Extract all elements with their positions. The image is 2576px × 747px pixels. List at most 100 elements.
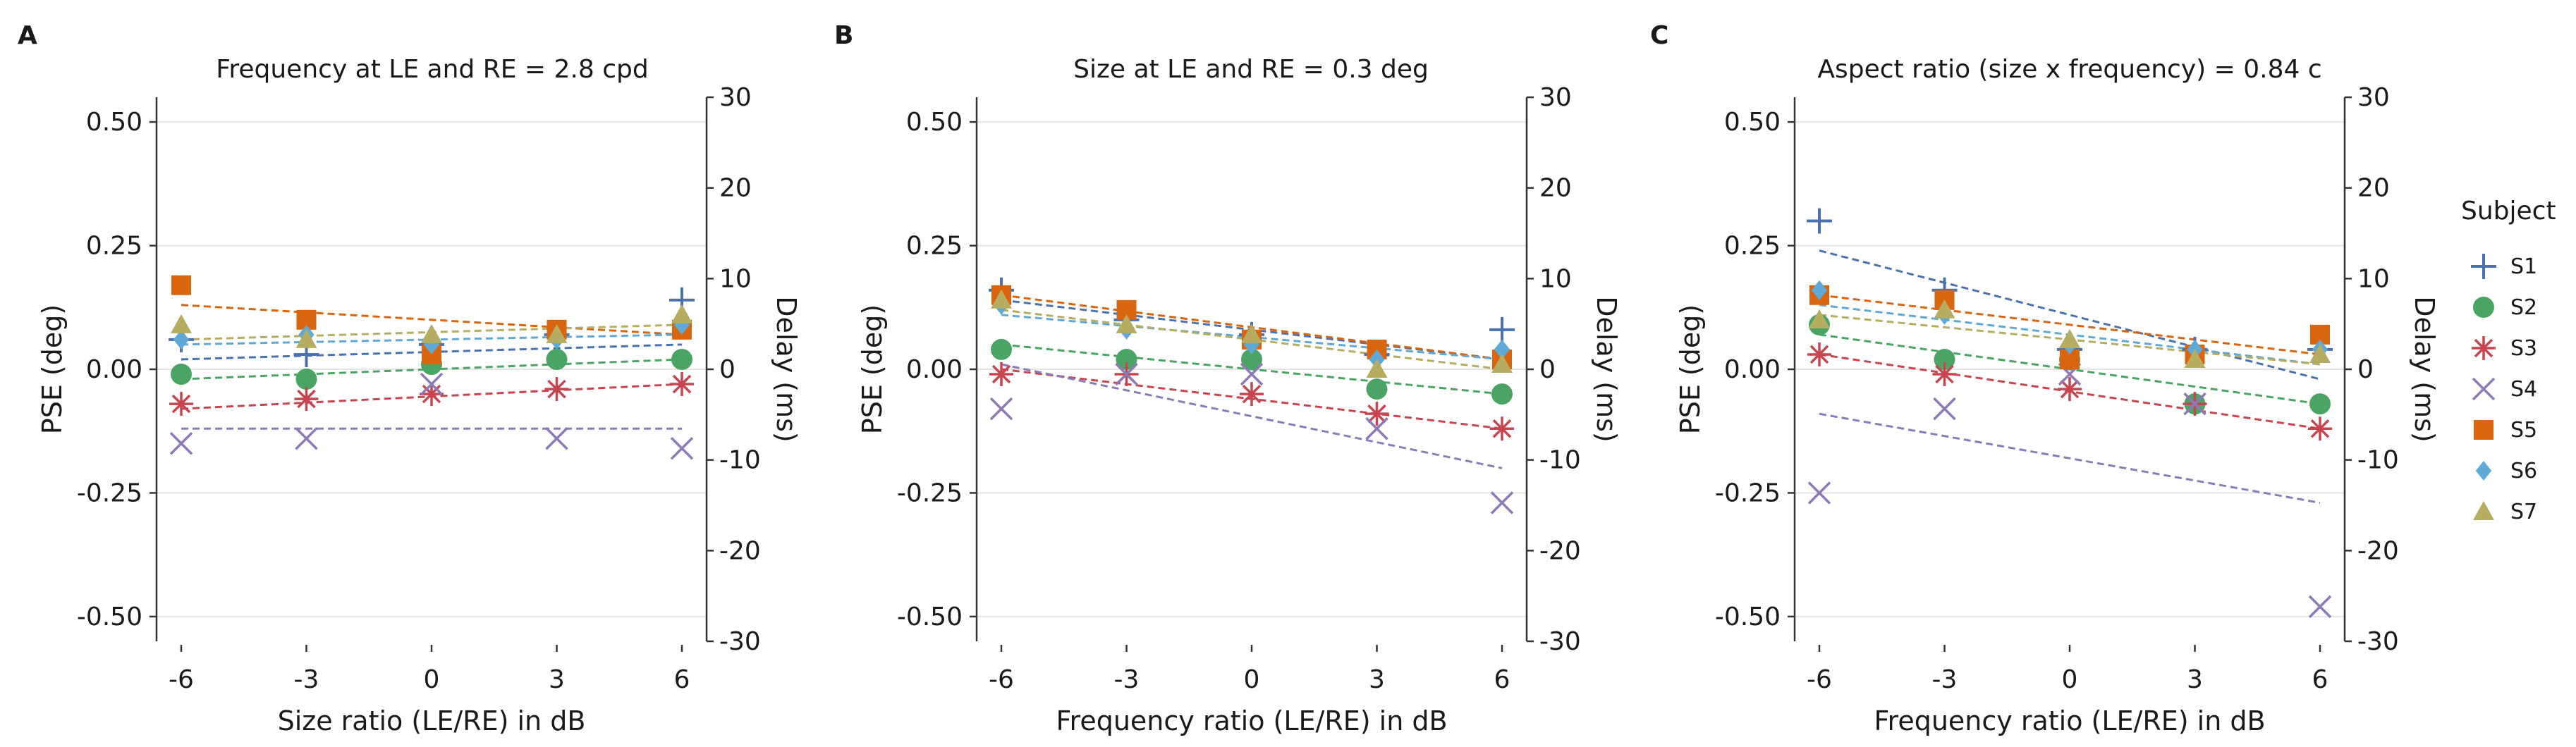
x-tick-label: 3: [549, 665, 565, 694]
panels: A Frequency at LE and RE = 2.8 cpd 0.50 0.2…: [18, 21, 2440, 736]
chart-panel-c: C Aspect ratio (size x frequency) = 0.84 …: [1650, 21, 2440, 736]
data-point-s1: [1807, 208, 1832, 234]
chart-title: Size at LE and RE = 0.3 deg: [1073, 55, 1429, 84]
data-point-s2: [171, 364, 192, 385]
y-tick-label: 0.00: [86, 355, 142, 384]
x-tick-label: -6: [169, 665, 194, 694]
x-tick-label: -6: [1807, 665, 1832, 694]
y-tick-label: -0.25: [1715, 479, 1781, 507]
data-point-s6: [1811, 280, 1828, 300]
data-point-s7: [2059, 328, 2080, 348]
data-point-s7: [421, 323, 442, 343]
data-point-s4: [1933, 397, 1956, 421]
data-point-s3: [989, 362, 1013, 387]
y2-tick-label: 30: [719, 83, 752, 112]
y2-tick-label: 10: [719, 264, 752, 293]
data-point-s2: [295, 369, 317, 390]
data-point-s4: [989, 397, 1013, 421]
data-point-s4: [169, 432, 193, 455]
data-point-s3: [1932, 362, 1957, 387]
panel-letter: A: [18, 21, 37, 50]
legend-item-s2: S2: [2473, 295, 2537, 320]
fit-line-s4: [1819, 412, 2321, 504]
x-tick-label: 0: [2062, 665, 2078, 694]
data-point-s2: [1366, 378, 1388, 400]
legend-item-s5: S5: [2474, 418, 2537, 443]
legend-marker: [2472, 377, 2496, 401]
data-point-s7: [295, 328, 317, 348]
y2-tick-label: -20: [2357, 536, 2399, 565]
y2-tick-label: -30: [2357, 627, 2399, 656]
data-point-s5: [171, 275, 191, 295]
y2-axis-label: Delay (ms): [1591, 296, 1622, 443]
y2-tick-label: -20: [1539, 536, 1581, 565]
fit-line-s5: [1819, 294, 2321, 356]
data-point-s1: [1489, 316, 1515, 342]
data-point-s3: [2308, 416, 2332, 441]
x-tick-label: 6: [674, 665, 690, 694]
data-point-s3: [169, 392, 193, 416]
legend: Subject S1 S2 S3 S4 S5 S6 S7: [2461, 197, 2556, 524]
data-point-s2: [1934, 348, 1955, 370]
data-point-s7: [171, 314, 192, 333]
y2-tick-label: 20: [2357, 174, 2390, 203]
data-point-s7: [2184, 348, 2206, 368]
fit-line-s1: [1819, 249, 2321, 381]
data-point-s7: [1491, 353, 1513, 373]
data-point-s6: [173, 329, 190, 350]
legend-item-s3: S3: [2472, 336, 2537, 361]
y2-tick-label: 30: [2357, 83, 2390, 112]
data-point-s3: [670, 372, 694, 397]
data-point-s7: [546, 323, 568, 343]
data-point-s4: [1115, 362, 1138, 386]
y2-tick-label: 0: [719, 355, 735, 384]
data-point-s2: [991, 338, 1012, 360]
y-tick-label: 0.00: [906, 355, 963, 384]
data-point-s3: [420, 382, 444, 407]
legend-items: S1 S2 S3 S4 S5 S6 S7: [2471, 254, 2537, 524]
data-point-s2: [1116, 348, 1137, 370]
y2-tick-label: 20: [719, 174, 752, 203]
data-point-s2: [1491, 383, 1513, 405]
y-tick-label: 0.25: [1724, 232, 1781, 261]
legend-item-s6: S6: [2475, 459, 2537, 483]
y-tick-label: -0.25: [77, 479, 142, 507]
data-point-s2: [671, 348, 692, 370]
legend-label: S5: [2510, 418, 2537, 443]
data-point-s4: [1490, 491, 1514, 514]
chart-title: Aspect ratio (size x frequency) = 0.84 c: [1817, 55, 2321, 84]
x-axis-label: Frequency ratio (LE/RE) in dB: [1056, 705, 1447, 736]
y2-tick-label: 10: [2357, 264, 2390, 293]
legend-marker: [2473, 297, 2494, 318]
y2-tick-label: -10: [1539, 446, 1581, 475]
data-point-s4: [2308, 595, 2332, 619]
y-tick-label: 0.50: [86, 108, 142, 137]
legend-label: S7: [2510, 500, 2537, 524]
legend-label: S2: [2510, 295, 2537, 320]
data-point-s3: [1490, 416, 1514, 441]
legend-title: Subject: [2461, 197, 2556, 226]
data-point-s4: [1240, 362, 1264, 386]
y2-tick-label: -30: [719, 627, 761, 656]
y2-tick-label: -30: [1539, 627, 1581, 656]
x-tick-label: 0: [424, 665, 440, 694]
y2-axis-label: Delay (ms): [2409, 296, 2440, 443]
data-point-s7: [1934, 299, 1955, 319]
y2-tick-label: 20: [1539, 174, 1572, 203]
data-point-s3: [1807, 342, 1831, 366]
x-tick-label: -3: [1114, 665, 1140, 694]
y-tick-label: 0.50: [906, 108, 963, 137]
x-tick-label: -3: [294, 665, 319, 694]
y2-tick-label: -10: [2357, 446, 2399, 475]
legend-marker: [2474, 420, 2493, 440]
data-point-s3: [2058, 377, 2082, 402]
chart-panel-a: A Frequency at LE and RE = 2.8 cpd 0.50 0.2…: [18, 21, 802, 736]
y-axis-label: PSE (deg): [857, 304, 888, 434]
y2-tick-label: 0: [1539, 355, 1556, 384]
x-tick-label: 0: [1244, 665, 1260, 694]
y-tick-label: 0.00: [1724, 355, 1781, 384]
y2-tick-label: 0: [2357, 355, 2374, 384]
x-tick-label: -3: [1932, 665, 1958, 694]
y2-axis-label: Delay (ms): [771, 296, 802, 443]
data-point-s4: [545, 427, 568, 450]
